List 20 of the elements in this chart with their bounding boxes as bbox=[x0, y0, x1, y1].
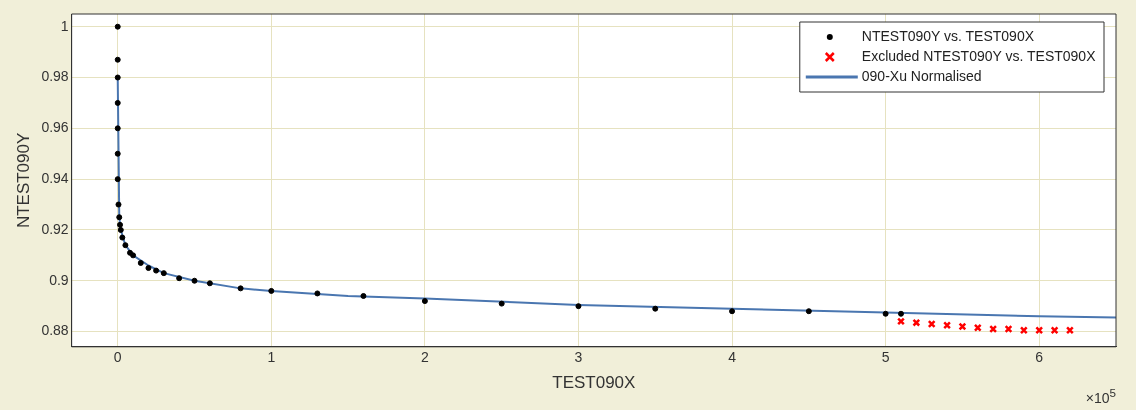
y-tick-label: 0.88 bbox=[41, 322, 69, 339]
text: ×10$^{5}$ bbox=[1085, 386, 1116, 406]
x-tick-label: 3 bbox=[574, 349, 583, 366]
x-axis-title: TEST090X bbox=[552, 373, 636, 393]
legend-label: NTEST090Y vs. TEST090X bbox=[861, 27, 1035, 44]
x-tick-label: 2 bbox=[420, 349, 429, 366]
x-tick-label: 5 bbox=[881, 349, 890, 366]
y-tick-label: 0.98 bbox=[41, 68, 69, 85]
x-tick-label: 4 bbox=[728, 349, 737, 366]
y-axis-title: NTEST090Y bbox=[13, 132, 33, 229]
x-tick-label: 0 bbox=[113, 349, 122, 366]
y-tick-label: 0.9 bbox=[49, 271, 69, 288]
x-tick-label: 1 bbox=[267, 349, 276, 366]
x-tick-label: 6 bbox=[1035, 349, 1044, 366]
legend-label: Excluded NTEST090Y vs. TEST090X bbox=[861, 47, 1097, 64]
y-tick-label: 1 bbox=[60, 17, 69, 34]
y-tick-label: 0.92 bbox=[41, 220, 69, 237]
y-tick-label: 0.96 bbox=[41, 119, 69, 136]
y-tick-label: 0.94 bbox=[41, 169, 69, 186]
legend-label: 090-Xu Normalised bbox=[861, 67, 982, 84]
